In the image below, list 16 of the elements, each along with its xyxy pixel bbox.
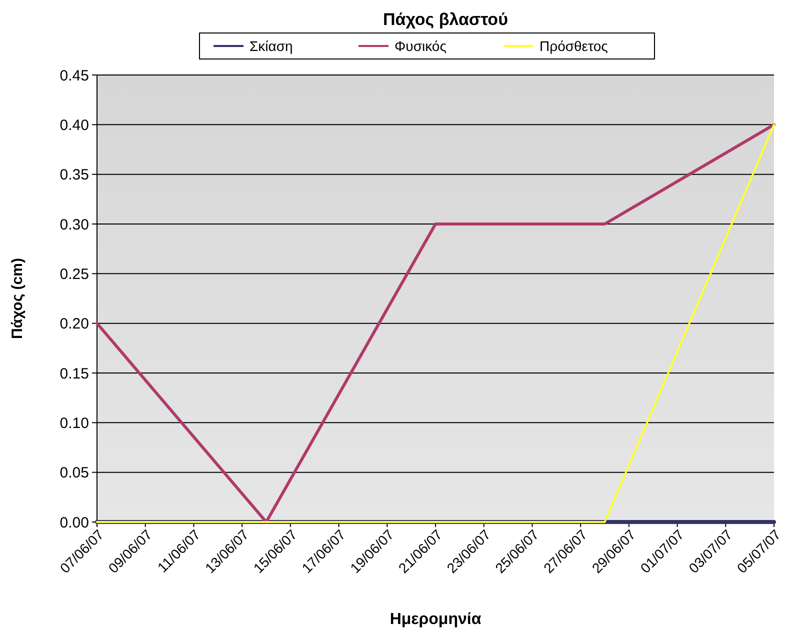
y-tick-label: 0.10 bbox=[60, 414, 89, 432]
chart-title: Πάχος βλαστού bbox=[383, 10, 508, 29]
y-tick-label: 0.15 bbox=[60, 365, 89, 382]
legend-label: Σκίαση bbox=[250, 38, 293, 54]
y-tick-label: 0.00 bbox=[60, 514, 89, 532]
y-tick-label: 0.25 bbox=[60, 266, 89, 283]
x-axis-title: Ημερομηνία bbox=[390, 611, 482, 628]
y-tick-label: 0.40 bbox=[60, 116, 89, 134]
y-tick-label: 0.45 bbox=[60, 67, 89, 84]
y-tick-label: 0.30 bbox=[60, 216, 89, 234]
y-tick-label: 0.05 bbox=[60, 464, 89, 482]
legend-label: Φυσικός bbox=[394, 38, 447, 54]
legend-label: Πρόσθετος bbox=[540, 38, 608, 54]
y-tick-label: 0.35 bbox=[60, 166, 89, 184]
y-axis-title: Πάχος (cm) bbox=[9, 258, 26, 339]
y-tick-label: 0.20 bbox=[60, 316, 89, 333]
